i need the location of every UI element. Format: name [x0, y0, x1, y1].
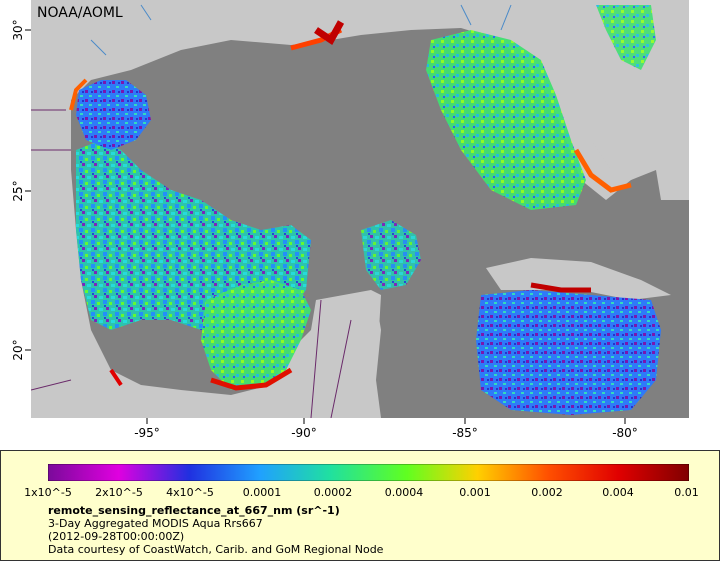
colorbar-tick: 1x10^-5	[24, 486, 72, 499]
rivers	[90, 4, 512, 56]
colorbar-tick: 0.001	[459, 486, 491, 499]
florida-shelf-data	[426, 30, 586, 210]
florida-land	[551, 40, 646, 180]
legend-product: 3-Day Aggregated MODIS Aqua Rrs667	[48, 517, 263, 530]
cuba-land	[486, 258, 671, 300]
legend-variable-title: remote_sensing_reflectance_at_667_nm (sr…	[48, 504, 340, 517]
colorbar	[48, 464, 689, 481]
colorbar-tick: 0.004	[602, 486, 634, 499]
colorbar-tick: 0.0002	[313, 486, 353, 499]
coastal-rim-cuba	[530, 282, 591, 293]
colorbar-tick: 0.0001	[242, 486, 282, 499]
legend-source: Data courtesy of CoastWatch, Carib. and …	[48, 543, 384, 556]
yucatan-land	[281, 290, 381, 418]
political-boundaries	[31, 109, 352, 418]
lon-tick-label: -90°	[291, 426, 317, 440]
lon-tick-label: -95°	[134, 426, 160, 440]
coastal-rim-veracruz	[109, 368, 123, 387]
credit-label: NOAA/AOML	[37, 5, 123, 21]
colorbar-tick: 2x10^-5	[95, 486, 143, 499]
atlantic-data	[596, 5, 656, 70]
ocean-color-map	[31, 0, 689, 418]
tamaulipas-data	[76, 80, 151, 150]
colorbar-tick: 0.002	[531, 486, 563, 499]
colorbar-tick: 4x10^-5	[166, 486, 214, 499]
west-shelf-data	[76, 140, 311, 330]
lon-tick-label: -85°	[452, 426, 478, 440]
yucatan-shelf-data	[361, 220, 421, 290]
lat-tick-label: 25°	[11, 180, 25, 201]
lon-tick-label: -80°	[612, 426, 638, 440]
campeche-data	[201, 280, 311, 390]
caribbean-data	[476, 290, 661, 415]
coastal-rim-mississippi	[314, 20, 345, 46]
coastal-rim-florida	[573, 148, 632, 193]
map-axes: -95° -90° -85° -80° 30° 25° 20°	[11, 19, 638, 440]
colorbar-tick: 0.01	[674, 486, 699, 499]
coastal-rim-campeche	[210, 367, 293, 391]
coastal-rim-west	[69, 78, 88, 111]
legend-time: (2012-09-28T00:00:00Z)	[48, 530, 185, 543]
lat-tick-label: 30°	[11, 19, 25, 40]
lat-tick-label: 20°	[11, 339, 25, 360]
colorbar-tick: 0.0004	[384, 486, 424, 499]
